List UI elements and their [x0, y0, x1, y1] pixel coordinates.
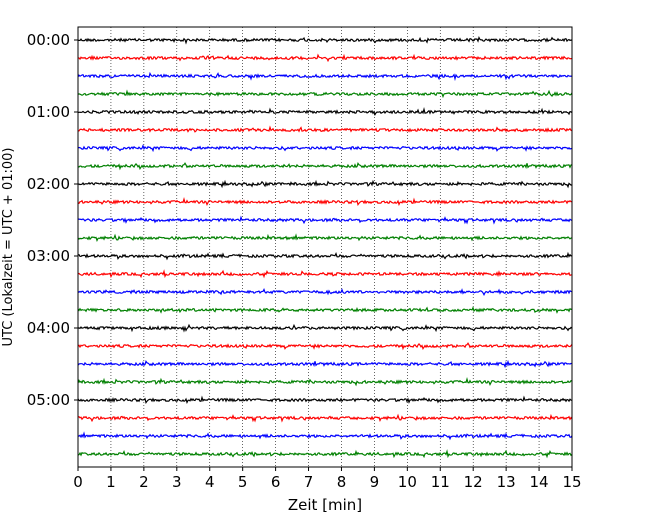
trace-0015	[77, 53, 573, 63]
x-tick-label: 14	[530, 473, 549, 491]
trace-0445	[77, 377, 573, 387]
trace-0145	[77, 162, 573, 171]
trace-0200	[77, 179, 573, 189]
x-tick-label: 8	[337, 473, 347, 491]
x-tick-label: 6	[271, 473, 281, 491]
x-axis-ticks: 0 1 2 3 4 5 6 7 8 9 10 11 12 13 14 15	[73, 467, 582, 491]
x-tick-label: 12	[464, 473, 483, 491]
x-tick-label: 1	[106, 473, 116, 491]
trace-0500	[77, 395, 573, 405]
trace-0130	[77, 144, 573, 153]
x-tick-label: 4	[205, 473, 215, 491]
trace-0300	[77, 251, 573, 261]
y-tick-label: 00:00	[27, 31, 70, 49]
x-tick-label: 10	[398, 473, 417, 491]
y-tick-label: 01:00	[27, 103, 70, 121]
x-tick-label: 3	[172, 473, 182, 491]
trace-0000	[77, 35, 573, 45]
trace-0100	[77, 106, 573, 116]
trace-0245	[77, 233, 573, 243]
plot-frame	[77, 26, 573, 468]
x-axis-label: Zeit [min]	[288, 496, 362, 514]
trace-0030	[77, 71, 573, 82]
x-tick-label: 7	[304, 473, 314, 491]
trace-0430	[77, 359, 573, 369]
trace-0545	[77, 449, 573, 459]
trace-0415	[77, 342, 573, 351]
trace-0530	[77, 431, 573, 441]
x-tick-label: 0	[73, 473, 83, 491]
x-gridlines	[110, 27, 540, 467]
y-axis-ticks: 00:00 01:00 02:00 03:00 04:00 05:00	[27, 31, 78, 409]
x-tick-label: 5	[238, 473, 248, 491]
trace-0230	[77, 215, 573, 225]
trace-0215	[77, 197, 573, 207]
x-tick-label: 11	[431, 473, 450, 491]
trace-0045	[77, 89, 573, 99]
trace-0115	[77, 125, 573, 133]
trace-0515	[77, 413, 573, 423]
x-tick-label: 9	[370, 473, 380, 491]
trace-0400	[77, 323, 573, 333]
y-tick-label: 02:00	[27, 175, 70, 193]
x-tick-label: 13	[497, 473, 516, 491]
y-tick-label: 05:00	[27, 391, 70, 409]
y-tick-label: 04:00	[27, 319, 70, 337]
x-tick-label: 2	[139, 473, 149, 491]
trace-0315	[77, 269, 573, 279]
x-tick-label: 15	[562, 473, 581, 491]
y-axis-label: UTC (Lokalzeit = UTC + 01:00)	[1, 148, 16, 347]
trace-0345	[77, 306, 573, 314]
y-tick-label: 03:00	[27, 247, 70, 265]
traces	[77, 35, 573, 459]
trace-0330	[77, 287, 573, 296]
